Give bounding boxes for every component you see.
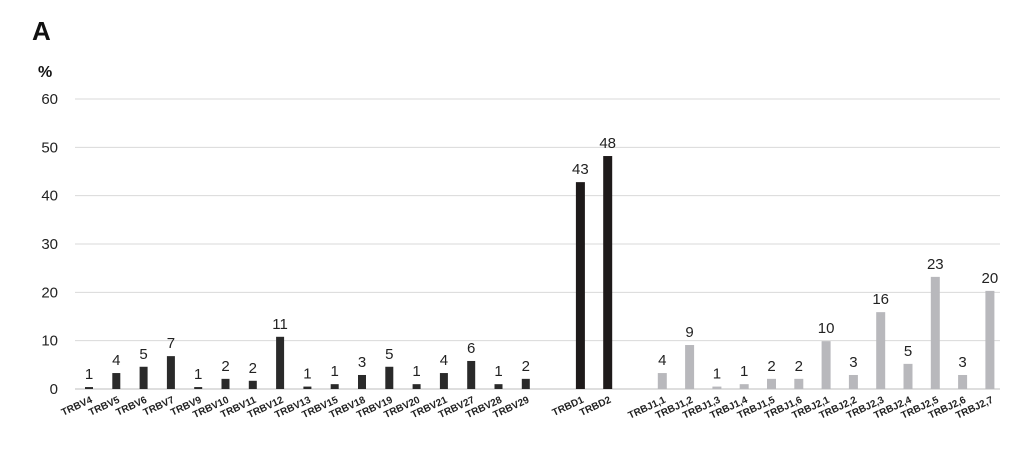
bar (685, 345, 695, 389)
data-label: 2 (221, 358, 229, 375)
data-label: 43 (572, 161, 589, 178)
data-label: 7 (167, 335, 175, 352)
bar (439, 373, 448, 389)
data-label: 4 (440, 352, 448, 369)
y-tick-label: 30 (41, 236, 58, 253)
bar (930, 276, 940, 389)
data-label: 20 (982, 270, 999, 287)
gridlines (75, 98, 1000, 390)
data-label: 2 (767, 358, 775, 375)
bar (276, 336, 285, 389)
bar (657, 373, 667, 389)
data-label: 2 (795, 358, 803, 375)
panel-label: A (32, 16, 51, 46)
bar (876, 312, 886, 389)
data-label: 5 (139, 346, 147, 363)
y-tick-label: 60 (41, 91, 58, 108)
data-label: 1 (494, 363, 502, 380)
bar (166, 356, 175, 389)
bar (139, 366, 148, 389)
y-tick-label: 20 (41, 284, 58, 301)
bar (821, 341, 831, 389)
data-label: 6 (467, 340, 475, 357)
y-tick-label: 40 (41, 188, 58, 205)
data-label: 1 (412, 363, 420, 380)
data-label: 23 (927, 256, 944, 273)
data-label: 3 (358, 354, 366, 371)
bar (85, 387, 93, 389)
data-label: 1 (85, 366, 93, 383)
bar (303, 386, 312, 389)
bar (494, 384, 503, 389)
bar (194, 387, 203, 389)
y-tick-label: 0 (50, 381, 58, 398)
y-tick-label: 50 (41, 139, 58, 156)
data-label: 5 (904, 343, 912, 360)
data-label: 1 (194, 366, 202, 383)
data-label: 16 (872, 291, 889, 308)
data-label: 4 (658, 352, 666, 369)
x-tick-labels: TRBV4TRBV5TRBV6TRBV7TRBV9TRBV10TRBV11TRB… (60, 395, 996, 422)
bar (412, 384, 421, 389)
y-axis-label: % (38, 64, 52, 81)
data-label: 4 (112, 352, 120, 369)
data-label: 11 (272, 316, 288, 333)
data-label: 1 (713, 366, 721, 383)
bar (958, 374, 968, 389)
bar (385, 366, 394, 389)
bar (521, 378, 530, 389)
y-ticks: 0 10 20 30 40 50 60 (41, 91, 58, 398)
bar (330, 384, 339, 389)
bar (739, 384, 749, 389)
data-label: 5 (385, 346, 393, 363)
bar (467, 360, 476, 389)
bar (767, 378, 776, 389)
data-label: 1 (740, 363, 748, 380)
bar (794, 378, 804, 389)
data-label: 3 (849, 354, 857, 371)
data-label: 2 (522, 358, 530, 375)
x-tick-label: TRBD2 (578, 395, 613, 419)
bar (848, 374, 858, 389)
data-label: 3 (958, 354, 966, 371)
data-label: 10 (818, 320, 835, 337)
data-label: 48 (599, 135, 616, 152)
data-label: 9 (685, 324, 693, 341)
bar (221, 378, 230, 389)
bar (985, 290, 995, 389)
bar (358, 374, 366, 389)
data-label: 1 (303, 366, 311, 383)
bar (248, 380, 257, 389)
y-tick-label: 10 (41, 333, 58, 350)
bar (712, 386, 722, 389)
bar (575, 182, 585, 389)
bar (903, 363, 913, 389)
bar (112, 373, 121, 389)
data-label: 1 (331, 363, 339, 380)
data-label: 2 (249, 360, 257, 377)
bar (603, 156, 613, 389)
